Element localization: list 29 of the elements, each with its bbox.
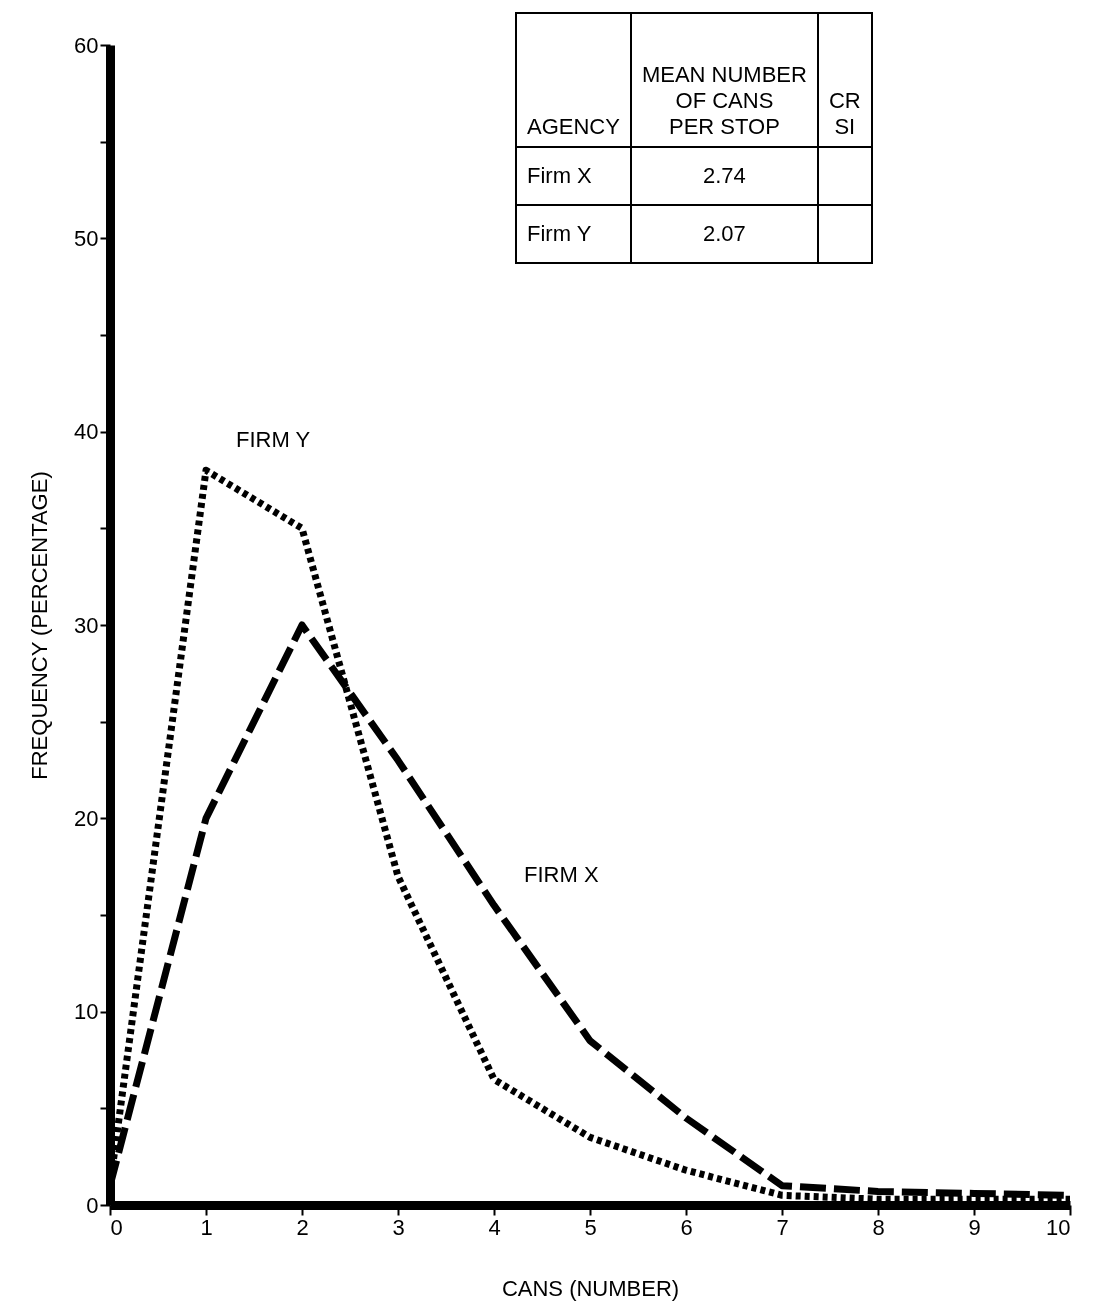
x-tick-label: 4 — [488, 1214, 501, 1240]
y-tick-label: 30 — [74, 612, 99, 638]
x-tick-label: 0 — [110, 1214, 123, 1240]
annotation: 2.07 — [630, 205, 818, 263]
x-tick-label: 6 — [680, 1214, 693, 1240]
x-tick-label: 2 — [296, 1214, 309, 1240]
y-tick-label: 60 — [74, 32, 99, 58]
annotation: AGENCY — [516, 13, 631, 147]
x-tick-label: 9 — [968, 1214, 981, 1240]
x-tick-label: 7 — [776, 1214, 789, 1240]
y-tick-label: 0 — [86, 1192, 99, 1218]
y-tick-label: 10 — [74, 999, 99, 1025]
annotation: Firm Y — [516, 205, 631, 263]
y-tick-label: 20 — [74, 805, 99, 831]
y-axis-title: FREQUENCY (PERCENTAGE) — [27, 471, 53, 780]
annotation: 2.74 — [630, 147, 818, 205]
series-label: FIRM Y — [236, 427, 311, 453]
annotation: Firm X — [516, 147, 631, 205]
y-tick-label: 40 — [74, 419, 99, 445]
x-tick-label: 3 — [392, 1214, 405, 1240]
y-tick-label: 50 — [74, 225, 99, 251]
x-tick-label: 8 — [872, 1214, 885, 1240]
x-tick-label: 5 — [584, 1214, 597, 1240]
annotation: MEAN NUMBER OF CANS PER STOP — [630, 13, 818, 147]
series-label: FIRM X — [524, 862, 599, 888]
x-tick-label: 10 — [1046, 1214, 1071, 1240]
annotation: CR SI — [817, 13, 872, 147]
x-tick-label: 1 — [200, 1214, 213, 1240]
x-axis-title: CANS (NUMBER) — [501, 1275, 680, 1301]
